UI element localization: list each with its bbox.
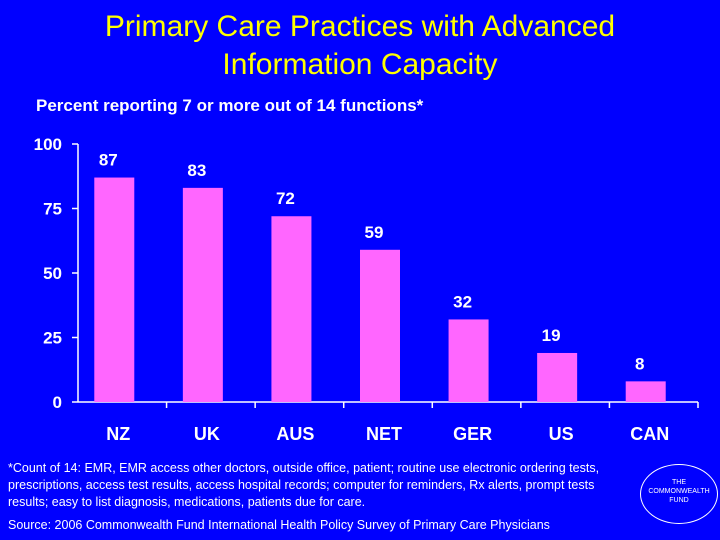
category-label-ger: GER [453,424,492,444]
footnote: *Count of 14: EMR, EMR access other doct… [8,461,600,509]
commonwealth-fund-logo: THE COMMONWEALTH FUND [640,464,718,524]
value-label-ger: 32 [453,292,472,311]
bar-nz [94,177,135,402]
category-label-uk: UK [194,424,220,444]
bar-aus [271,216,312,402]
value-label-us: 19 [542,326,561,345]
chart-subtitle: Percent reporting 7 or more out of 14 fu… [36,96,424,115]
value-label-net: 59 [365,223,384,242]
chart-title-line-2: Information Capacity [222,48,498,81]
source-note: Source: 2006 Commonwealth Fund Internati… [8,518,550,532]
y-tick-label: 100 [34,135,62,154]
bar-chart: 0 25 50 75 100 87 NZ 83 UK 72 AUS 59 NET 32 GER 19 US 8 C… [34,135,699,444]
chart-axes: 0 25 50 75 100 [34,135,699,412]
logo-text: THE COMMONWEALTH FUND [640,478,718,505]
y-tick-label: 0 [53,393,62,412]
chart-labels: 87 NZ 83 UK 72 AUS 59 NET 32 GER 19 US 8 CAN [99,151,669,444]
category-label-us: US [549,424,574,444]
category-label-aus: AUS [276,424,314,444]
value-label-nz: 87 [99,151,118,170]
bar-us [537,352,578,402]
y-tick-label: 25 [43,329,62,348]
chart-bars [94,177,666,402]
category-label-can: CAN [630,424,669,444]
logo-line-3: FUND [669,497,689,504]
bar-net [360,249,400,402]
bar-ger [448,319,489,402]
logo-ring [640,464,718,524]
value-label-uk: 83 [187,161,206,180]
category-label-nz: NZ [106,424,130,444]
chart-title: Primary Care Practices with Advanced Inf… [0,8,720,84]
value-label-aus: 72 [276,189,295,208]
logo-line-2: COMMONWEALTH [648,488,710,495]
y-tick-label: 50 [43,264,62,283]
chart-title-line-1: Primary Care Practices with Advanced [104,10,616,43]
bar-can [625,381,666,402]
logo-line-1: THE [672,479,686,486]
bar-uk [182,187,223,402]
y-tick-label: 75 [43,200,62,219]
category-label-net: NET [366,424,402,444]
value-label-can: 8 [635,354,644,373]
